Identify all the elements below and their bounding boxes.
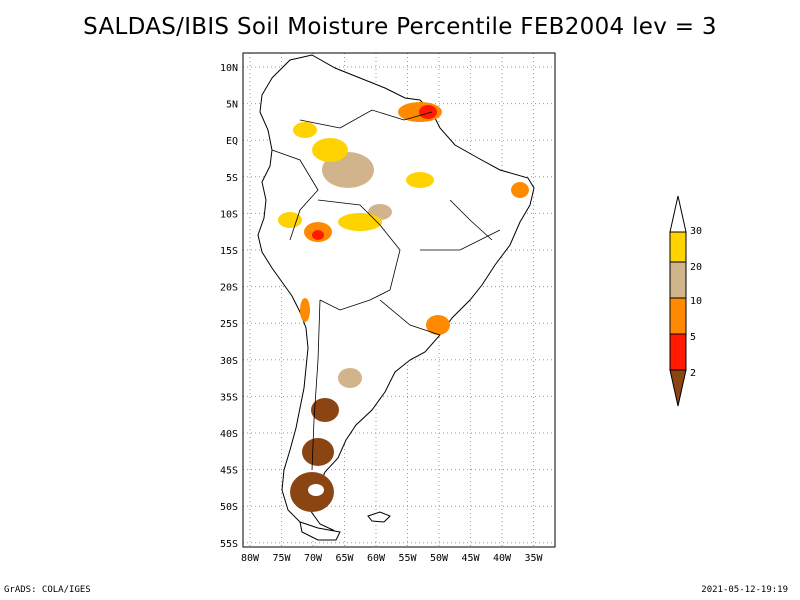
latitude-label: 10N [220, 63, 238, 74]
longitude-label: 45W [461, 553, 480, 564]
soil-moisture-patches [278, 102, 529, 512]
latitude-label: 45S [220, 466, 238, 477]
legend-box-20-30 [669, 231, 687, 263]
tierra-del-fuego [299, 521, 341, 541]
longitude-label: 50W [430, 553, 449, 564]
patch-argentina-tan [338, 368, 362, 388]
latitude-label: 30S [220, 356, 238, 367]
latitude-label: 55S [220, 539, 238, 550]
longitude-tick-labels: 80W 75W 70W 65W 60W 55W 50W 45W 40W 35W [241, 553, 544, 564]
falkland-islands [367, 511, 391, 523]
latitude-label: 15S [220, 246, 238, 257]
country-borders [271, 109, 501, 471]
patch-amazon-yellow-2 [293, 122, 317, 138]
legend-label-10: 10 [690, 296, 702, 307]
longitude-label: 70W [304, 553, 323, 564]
patch-bolivia-red [312, 230, 324, 240]
longitude-label: 55W [398, 553, 417, 564]
longitude-label: 40W [493, 553, 512, 564]
legend-bottom-triangle [669, 369, 687, 407]
map-title: SALDAS/IBIS Soil Moisture Percentile FEB… [83, 14, 717, 40]
color-legend: 30 20 10 5 2 [669, 195, 702, 407]
patch-brazil-yellow [406, 172, 434, 188]
patch-amazon-yellow [312, 138, 348, 162]
longitude-label: 35W [524, 553, 543, 564]
latitude-label: 35S [220, 392, 238, 403]
latitude-label: 20S [220, 283, 238, 294]
patch-peru-yellow [278, 212, 302, 228]
patch-central-yellow [338, 213, 382, 231]
plot-frame [242, 52, 556, 548]
latitude-label: 10S [220, 209, 238, 220]
longitude-label: 60W [367, 553, 386, 564]
legend-box-10-20 [669, 261, 687, 299]
patch-argentina-brown [311, 398, 339, 422]
patch-patagonia-white [308, 484, 324, 496]
latitude-tick-labels: 10N 5N EQ 5S 10S 15S 20S 25S 30S 35S 40S 45S 50S 55S [220, 63, 238, 550]
patch-guianas-red [419, 105, 437, 119]
longitude-label: 75W [272, 553, 291, 564]
longitude-label: 65W [335, 553, 354, 564]
legend-label-20: 20 [690, 262, 702, 273]
legend-label-30: 30 [690, 226, 702, 237]
patch-northeast-orange [511, 182, 529, 198]
latitude-label: 25S [220, 319, 238, 330]
longitude-label: 80W [241, 553, 260, 564]
legend-box-5-10 [669, 297, 687, 335]
patch-south-brazil-orange [426, 315, 450, 335]
legend-label-5: 5 [690, 332, 696, 343]
legend-label-2: 2 [690, 368, 696, 379]
patch-patagonia-brown [302, 438, 334, 466]
latitude-label: 50S [220, 502, 238, 513]
legend-box-2-5 [669, 333, 687, 371]
latitude-label: EQ [226, 136, 238, 147]
footer-left: GrADS: COLA/IGES [4, 585, 91, 595]
latitude-label: 5S [226, 173, 238, 184]
latitude-label: 40S [220, 429, 238, 440]
patch-andes-orange [300, 298, 310, 322]
legend-top-triangle [669, 195, 687, 233]
latitude-label: 5N [226, 100, 238, 111]
footer-right: 2021-05-12-19:19 [701, 585, 788, 595]
